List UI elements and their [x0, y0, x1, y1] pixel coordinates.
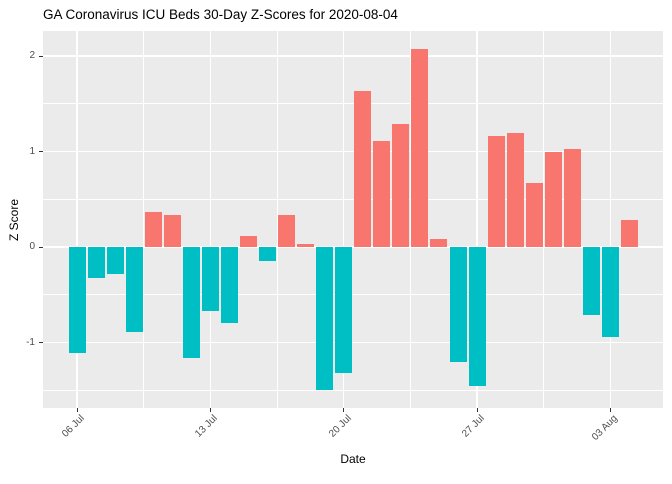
minor-gridline-vertical	[143, 31, 144, 408]
major-gridline-vertical	[76, 31, 78, 408]
bar	[297, 244, 315, 247]
bar	[373, 140, 391, 247]
x-tick-mark	[343, 408, 345, 412]
major-gridline-vertical	[476, 31, 478, 408]
minor-gridline-horizontal	[43, 198, 663, 200]
x-tick-label: 06 Jul	[60, 413, 87, 440]
major-gridline-vertical	[609, 31, 611, 408]
bar	[430, 239, 448, 247]
minor-gridline-horizontal	[43, 389, 663, 391]
y-tick-label: -1	[26, 336, 35, 348]
bar	[125, 247, 143, 332]
bar	[392, 123, 410, 247]
bar	[525, 183, 543, 247]
bar	[201, 247, 219, 311]
x-tick-label: 20 Jul	[326, 413, 354, 440]
x-tick-mark	[476, 408, 478, 412]
bar	[449, 247, 467, 362]
x-tick-label: 13 Jul	[193, 413, 221, 440]
y-tick-mark	[39, 55, 43, 57]
y-tick-label: 1	[29, 145, 35, 157]
y-tick-label: 2	[29, 50, 35, 61]
chart-title: GA Coronavirus ICU Beds 30-Day Z-Scores …	[43, 7, 398, 22]
bar	[468, 247, 486, 387]
bar	[487, 136, 505, 247]
x-axis-title: Date	[340, 452, 366, 466]
minor-gridline-horizontal	[43, 103, 663, 105]
bar	[182, 247, 200, 358]
x-tick-label: 03 Aug	[590, 413, 621, 443]
x-tick-mark	[609, 408, 611, 412]
major-gridline-horizontal	[43, 246, 663, 248]
minor-gridline-horizontal	[43, 294, 663, 296]
minor-gridline-vertical	[410, 31, 411, 408]
bar	[278, 215, 296, 247]
bar	[544, 152, 562, 247]
x-tick-mark	[209, 408, 211, 412]
bar	[87, 247, 105, 278]
y-tick-label: 0	[29, 241, 35, 252]
bar	[68, 247, 86, 353]
bar	[335, 247, 353, 374]
x-tick-label: 27 Jul	[460, 413, 487, 440]
major-gridline-horizontal	[43, 55, 663, 57]
bar	[316, 247, 334, 391]
bar	[620, 220, 638, 247]
bar	[601, 247, 619, 337]
bar	[506, 133, 524, 247]
y-tick-mark	[39, 246, 43, 248]
y-tick-mark	[39, 342, 43, 343]
major-gridline-vertical	[343, 31, 345, 408]
major-gridline-horizontal	[43, 150, 663, 153]
x-tick-mark	[76, 408, 78, 412]
bar	[106, 247, 124, 274]
bar	[163, 215, 181, 247]
plot-panel	[43, 31, 663, 408]
bar	[239, 236, 257, 247]
minor-gridline-vertical	[543, 31, 545, 408]
bar	[582, 247, 600, 315]
bar	[411, 49, 429, 247]
major-gridline-vertical	[209, 31, 211, 408]
bar	[259, 247, 276, 262]
bar	[563, 148, 581, 247]
bar	[354, 91, 372, 247]
bar	[220, 247, 238, 324]
y-tick-mark	[39, 151, 43, 152]
minor-gridline-vertical	[276, 31, 278, 408]
major-gridline-horizontal	[43, 341, 663, 344]
bar	[144, 211, 162, 247]
